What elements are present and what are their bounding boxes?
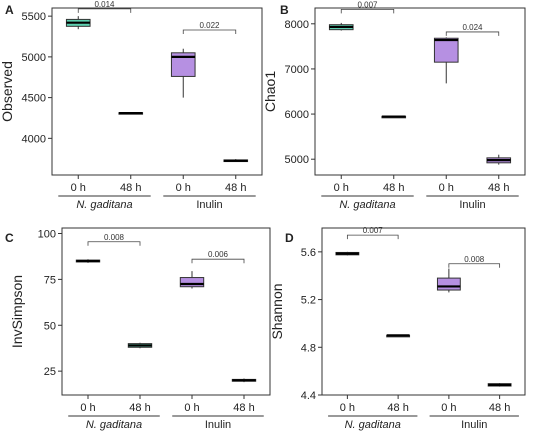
y-axis-label: Chao1 [262, 71, 278, 112]
box-4 [487, 383, 512, 387]
y-axis-label: InvSimpson [9, 275, 25, 348]
panel-b: B Chao1 5000 6000 7000 8000 0 h 48 h 0 h 48 h N. g… [262, 0, 526, 211]
x-category-label: 0 h [184, 402, 199, 414]
box-body [436, 277, 461, 291]
p-value-label: 0.008 [104, 233, 125, 242]
box-1 [328, 22, 354, 31]
y-tick-label: 75 [44, 274, 56, 286]
comparison-bracket [340, 8, 395, 14]
y-tick-label: 5500 [22, 11, 46, 23]
x-category-label: 0 h [439, 182, 454, 194]
y-tick-label: 5000 [285, 154, 309, 166]
p-value-label: 0.014 [94, 0, 115, 9]
y-tick-label: 4.8 [301, 342, 316, 354]
comparison-bracket [87, 241, 141, 246]
panel-letter: C [5, 231, 14, 245]
box-3 [179, 271, 205, 289]
box-body [179, 277, 205, 288]
y-tick-label: 4500 [22, 93, 46, 105]
x-category-label: 0 h [340, 402, 355, 414]
y-tick-label: 50 [44, 320, 56, 332]
group-label: Inulin [461, 419, 487, 431]
x-category-label: 0 h [80, 402, 95, 414]
y-tick-label: 5.2 [301, 295, 316, 307]
panel-c: C InvSimpson 25 50 75 100 0 h 48 h 0 h 48 h N. gad… [5, 227, 271, 431]
group-label: N. gaditana [86, 419, 142, 431]
p-value-label: 0.007 [363, 226, 384, 235]
y-tick-label: 6000 [285, 109, 309, 121]
box-2 [118, 111, 144, 115]
x-category-label: 0 h [334, 182, 349, 194]
comparison-bracket [346, 234, 399, 240]
box-2 [127, 342, 153, 349]
x-category-label: 0 h [71, 182, 86, 194]
y-tick-label: 5000 [22, 52, 46, 64]
panel-d: D Shannon 4.4 4.8 5.2 5.6 0 h 48 h 0 h 48 h N. gad… [269, 226, 526, 431]
p-value-label: 0.024 [462, 23, 483, 32]
x-category-label: 0 h [441, 402, 456, 414]
box-4 [486, 154, 512, 165]
plot-frame [314, 7, 526, 176]
y-tick-label: 100 [38, 229, 56, 241]
x-category-label: 0 h [176, 182, 191, 194]
plot-frame [61, 227, 271, 396]
comparison-bracket [77, 8, 132, 13]
box-4 [231, 378, 257, 383]
y-tick-label: 4.4 [301, 390, 316, 402]
group-label: N. gaditana [339, 199, 395, 211]
box-2 [386, 334, 411, 338]
panel-letter: A [5, 3, 14, 17]
comparison-bracket [191, 258, 245, 264]
comparison-bracket [445, 31, 500, 36]
group-label: Inulin [196, 199, 222, 211]
x-category-label: 48 h [488, 182, 509, 194]
x-category-label: 48 h [225, 182, 246, 194]
box-3 [170, 48, 196, 98]
box-1 [65, 16, 91, 30]
box-2 [381, 115, 407, 119]
y-tick-label: 8000 [285, 19, 309, 31]
x-category-label: 48 h [387, 402, 408, 414]
p-value-label: 0.006 [208, 250, 229, 259]
group-label: N. gaditana [76, 199, 132, 211]
x-category-label: 48 h [120, 182, 141, 194]
plot-frame [51, 7, 263, 176]
panel-letter: B [280, 3, 289, 17]
x-category-label: 48 h [383, 182, 404, 194]
box-3 [433, 37, 459, 84]
box-1 [335, 251, 360, 256]
p-value-label: 0.022 [199, 21, 220, 30]
p-value-label: 0.008 [464, 255, 485, 264]
x-category-label: 48 h [489, 402, 510, 414]
x-category-label: 48 h [233, 402, 254, 414]
p-value-label: 0.007 [357, 0, 378, 9]
box-4 [223, 159, 249, 163]
group-label: Inulin [459, 199, 485, 211]
comparison-bracket [182, 29, 237, 34]
group-label: Inulin [205, 419, 231, 431]
box-body [433, 37, 459, 63]
y-tick-label: 25 [44, 366, 56, 378]
y-axis-label: Shannon [269, 283, 285, 339]
y-axis-label: Observed [0, 61, 15, 122]
comparison-bracket [448, 263, 501, 268]
y-tick-label: 4000 [22, 133, 46, 145]
box-1 [75, 259, 101, 263]
box-3 [436, 268, 461, 293]
y-tick-label: 7000 [285, 64, 309, 76]
plot-frame [321, 227, 526, 396]
x-category-label: 48 h [129, 402, 150, 414]
box-body [170, 52, 196, 77]
group-label: N. gaditana [345, 419, 401, 431]
y-tick-label: 5.6 [301, 247, 316, 259]
panel-letter: D [285, 231, 294, 245]
panel-a: A Observed 4000 4500 5000 5500 0 h 48 h 0 h 48 h N… [0, 0, 263, 211]
